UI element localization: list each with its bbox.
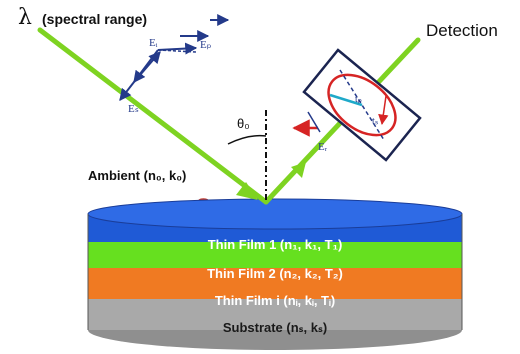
- reflected-arrowhead: [291, 162, 306, 178]
- t-p-label: tₚ: [355, 94, 362, 105]
- angle-label: θ₀: [237, 116, 250, 131]
- t-s-label: tₛ: [372, 116, 379, 127]
- thin-film-1-label: Thin Film 1 (n₁, k₁, T₁): [208, 237, 343, 252]
- e-p-label: Eₚ: [200, 39, 212, 51]
- incident-polarization: Eᵢ Eₚ Eₛ: [119, 14, 230, 115]
- detection-label: Detection: [426, 21, 498, 40]
- polarization-ellipse: [327, 73, 397, 137]
- layer-stack: Thin Film 1 (n₁, k₁, T₁) Thin Film 2 (n₂…: [87, 198, 463, 350]
- lambda-symbol: λ: [18, 5, 32, 30]
- dashed-projection-line: [157, 49, 197, 53]
- thin-film-i-layer: [88, 268, 462, 299]
- detection-polarization: tₚ tₛ Eᵣ: [292, 48, 422, 162]
- ellipse-semi-axis: [329, 93, 363, 107]
- thin-film-2-label: Thin Film 2 (n₂, k₂, T₂): [207, 266, 343, 281]
- incident-arrowhead: [236, 182, 258, 200]
- e-r-label: Eᵣ: [318, 141, 328, 153]
- e-s-arrow-icon: [119, 81, 135, 101]
- e-r-vector: [307, 111, 321, 133]
- diagonal-arrow-icon: [133, 51, 161, 83]
- rotation-arrow-icon: [378, 95, 389, 126]
- thin-film-i-label: Thin Film i (nᵢ, kᵢ, Tᵢ): [215, 293, 335, 308]
- e-s-label: Eₛ: [128, 103, 139, 115]
- e-i-label: Eᵢ: [149, 37, 158, 49]
- top-surface: [87, 198, 463, 230]
- spectral-range-label: (spectral range): [42, 11, 147, 27]
- substrate-label: Substrate (nₛ, kₛ): [223, 320, 327, 335]
- ambient-label: Ambient (n₀, k₀): [88, 168, 186, 183]
- angle-arc: [227, 134, 267, 145]
- substrate-layer: [88, 299, 462, 330]
- incident-beam: [37, 27, 269, 205]
- thin-film-2-layer: [88, 242, 462, 268]
